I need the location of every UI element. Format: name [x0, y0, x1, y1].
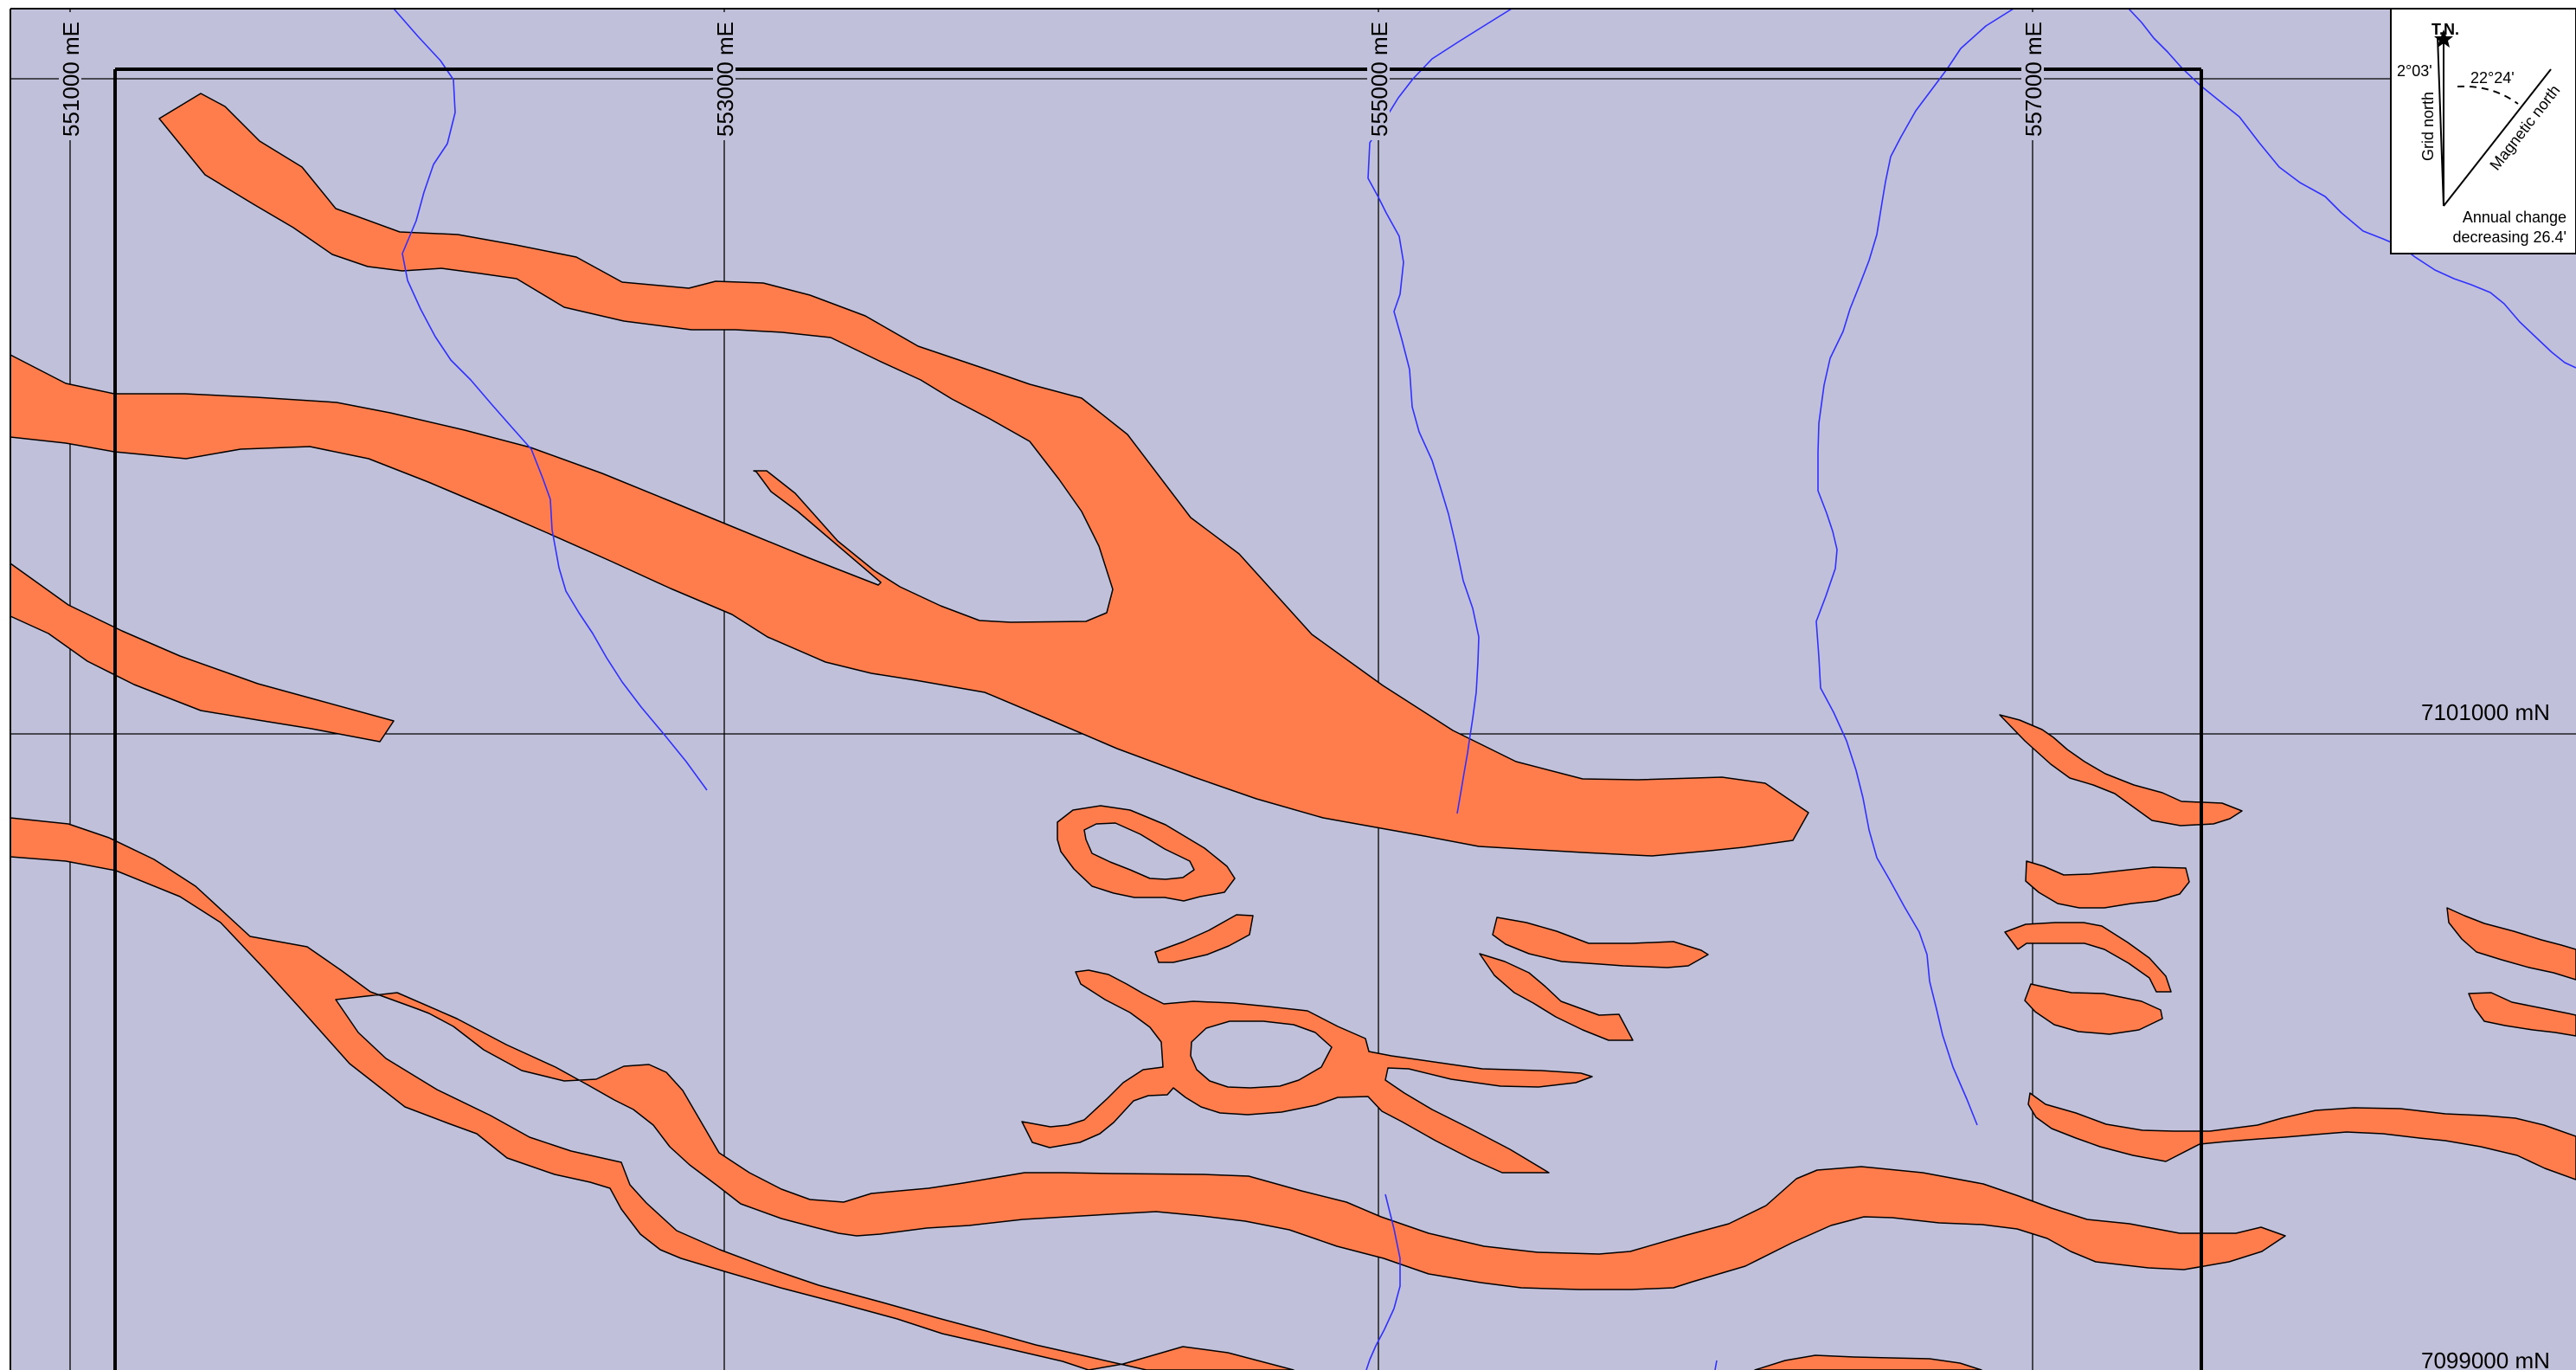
formations [10, 93, 2576, 1370]
grid-north-label: Grid north [2419, 92, 2437, 161]
magnetic-north-line [2443, 68, 2552, 207]
easting-label-bg-553000 [713, 12, 736, 140]
formation-east-lens-1 [1492, 917, 1709, 968]
angle-arc [2457, 85, 2519, 105]
grid-north-line [2437, 35, 2444, 207]
stream-south-central [1365, 1193, 1401, 1370]
stream-central [1367, 8, 1513, 814]
formation-west-tail [10, 563, 395, 743]
stream-northeast [2128, 8, 2576, 369]
stream-east [1815, 8, 2014, 1126]
easting-label-bg-557000 [2021, 12, 2044, 140]
formation-ring-south-hole [1190, 1020, 1333, 1089]
easting-label-bg-551000 [59, 12, 81, 140]
north-arrow-panel [2390, 8, 2576, 254]
north-arrow-box: T.N. 2°03' 22°24' Grid north Magnetic no… [2390, 8, 2576, 254]
formation-east-lens-5 [2024, 983, 2163, 1035]
north-arrow-icon [2437, 35, 2552, 207]
northing-label-bg-7101000 [2416, 698, 2563, 727]
true-north-label: T.N. [2431, 21, 2459, 38]
stream-west [393, 8, 708, 791]
formation-east-streak [1999, 714, 2243, 827]
easting-label-555000: 555000 mE [1366, 22, 1392, 137]
easting-label-553000: 553000 mE [712, 22, 738, 137]
northing-label-7099000: 7099000 mN [2421, 1347, 2550, 1370]
stream-bottom-mid [1714, 1360, 1718, 1370]
true-north-star-icon [2434, 29, 2453, 48]
easting-label-551000: 551000 mE [58, 22, 84, 137]
formation-far-east-2 [2468, 992, 2576, 1037]
formation-ring-north-hole [1083, 822, 1195, 880]
formation-bottom-right [1754, 1354, 1982, 1370]
formation-east-lens-3 [2025, 860, 2190, 909]
formation-east-lens-2 [1479, 953, 1634, 1041]
formation-main-band [10, 93, 1809, 857]
northing-label-7101000: 7101000 mN [2421, 699, 2550, 725]
formation-small-north [1154, 914, 1254, 963]
formation-east-lens-4 [2004, 922, 2172, 993]
magnetic-angle-label: 22°24' [2470, 69, 2515, 87]
easting-label-bg-555000 [1367, 12, 1390, 140]
easting-labels: 551000 mE 553000 mE 555000 mE 557000 mE [58, 12, 2046, 140]
formation-far-east-1 [2446, 907, 2576, 981]
easting-label-557000: 557000 mE [2020, 22, 2046, 137]
formation-south-band [10, 817, 2286, 1370]
northing-labels: 7101000 mN 7099000 mN [2416, 698, 2563, 1370]
grid-angle-label: 2°03' [2397, 62, 2432, 80]
annual-change-line1: Annual change [2463, 209, 2566, 226]
annual-change-line2: decreasing 26.4' [2452, 228, 2566, 246]
neat-line [10, 8, 2576, 1370]
streams [393, 8, 2576, 1370]
formation-southeast-band [2027, 1092, 2576, 1180]
map-frame [113, 68, 2203, 1370]
